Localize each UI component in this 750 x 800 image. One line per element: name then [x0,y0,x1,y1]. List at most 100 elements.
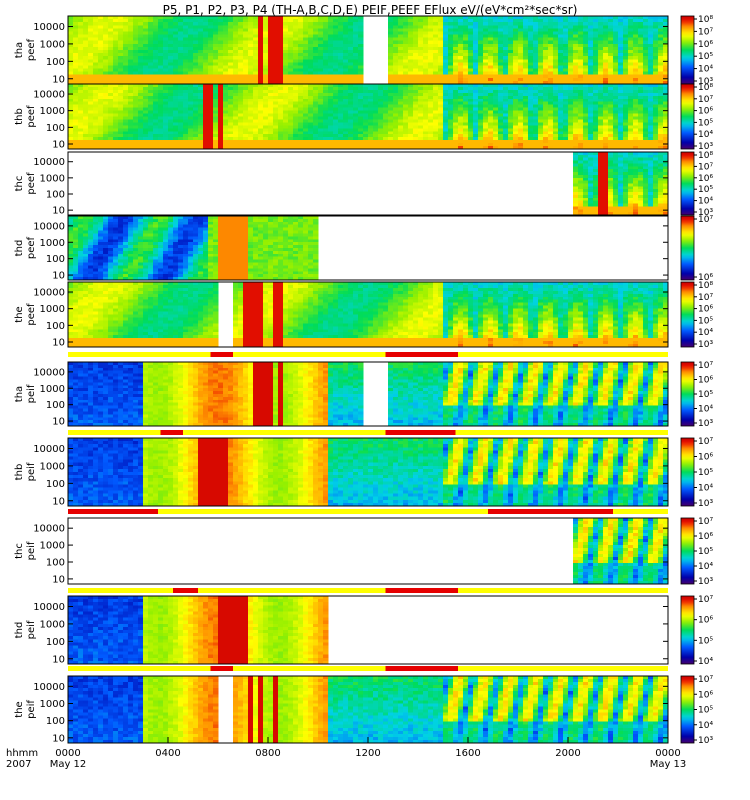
heatmap-cell [223,89,229,94]
heatmap-cell [398,74,404,79]
heatmap-cell [513,140,519,144]
heatmap-cell [293,140,299,144]
heatmap-cell [513,146,519,150]
heatmap-cell [658,77,664,82]
heatmap-cell [98,43,104,48]
heatmap-cell [553,22,559,26]
heatmap-cell [348,74,354,79]
heatmap-cell [258,125,264,129]
heatmap-cell [448,50,454,54]
heatmap-cell [328,46,334,51]
heatmap-cell [358,59,364,63]
heatmap-cell [508,22,514,26]
heatmap-cell [288,56,294,60]
heatmap-cell [68,137,74,141]
heatmap-cell [368,107,374,111]
heatmap-cell [353,37,359,42]
heatmap-cell [613,40,619,45]
heatmap-cell [248,31,254,35]
heatmap-cell [143,89,149,94]
heatmap-cell [378,104,384,108]
heatmap-cell [128,50,134,54]
heatmap-cell [613,134,619,138]
heatmap-cell [103,143,109,147]
heatmap-cell [308,68,314,72]
heatmap-cell [418,25,424,29]
heatmap-cell [223,84,229,88]
heatmap-cell [168,22,174,26]
heatmap-cell [153,134,159,138]
heatmap-cell [253,113,259,117]
heatmap-cell [248,53,254,57]
heatmap-cell [323,101,329,105]
heatmap-cell [388,110,394,114]
heatmap-cell [498,86,504,91]
heatmap-cell [133,56,139,60]
heatmap-cell [448,143,454,147]
heatmap-cell [513,43,519,48]
heatmap-cell [663,28,669,32]
heatmap-cell [148,65,154,69]
y-tick-label: 100 [46,57,65,68]
heatmap-cell [168,40,174,45]
heatmap-cell [213,74,219,79]
heatmap-cell [208,92,214,97]
heatmap-cell [378,113,384,117]
heatmap-cell [403,116,409,120]
heatmap-cell [533,119,539,123]
heatmap-cell [358,25,364,29]
heatmap-cell [308,77,314,82]
heatmap-cell [618,104,624,108]
heatmap-cell [348,140,354,144]
heatmap-cell [593,119,599,123]
heatmap-cell [538,68,544,72]
heatmap-cell [298,95,304,100]
heatmap-cell [198,116,204,120]
heatmap-cell [253,16,259,20]
heatmap-cell [468,28,474,32]
heatmap-cell [498,46,504,51]
heatmap-cell [158,140,164,144]
heatmap-cell [518,62,524,66]
heatmap-cell [508,92,514,97]
heatmap-cell [133,28,139,32]
heatmap-cell [98,37,104,42]
heatmap-cell [128,28,134,32]
heatmap-cell [208,110,214,114]
heatmap-cell [478,134,484,138]
heatmap-cell [363,86,369,91]
heatmap-cell [403,40,409,45]
heatmap-cell [648,16,654,20]
heatmap-cell [573,46,579,51]
heatmap-cell [493,40,499,45]
heatmap-cell [533,95,539,100]
heatmap-cell [188,146,194,150]
heatmap-cell [78,134,84,138]
heatmap-cell [563,34,569,38]
heatmap-cell [573,43,579,48]
heatmap-cell [463,110,469,114]
heatmap-cell [228,137,234,141]
heatmap-cell [173,74,179,79]
heatmap-cell [323,119,329,123]
heatmap-cell [598,140,604,144]
heatmap-cell [283,134,289,138]
heatmap-cell [148,143,154,147]
heatmap-cell [238,131,244,135]
heatmap-cell [483,110,489,114]
heatmap-cell [503,119,509,123]
heatmap-cell [198,101,204,105]
heatmap-cell [188,62,194,66]
heatmap-cell [398,143,404,147]
heatmap-cell [238,107,244,111]
heatmap-cell [333,59,339,63]
heatmap-cell [333,131,339,135]
heatmap-cell [313,80,319,85]
heatmap-cell [358,113,364,117]
heatmap-cell [93,19,99,23]
heatmap-cell [283,16,289,20]
heatmap-cell [143,146,149,150]
heatmap-cell [68,86,74,91]
heatmap-cell [73,143,79,147]
heatmap-cell [213,122,219,126]
